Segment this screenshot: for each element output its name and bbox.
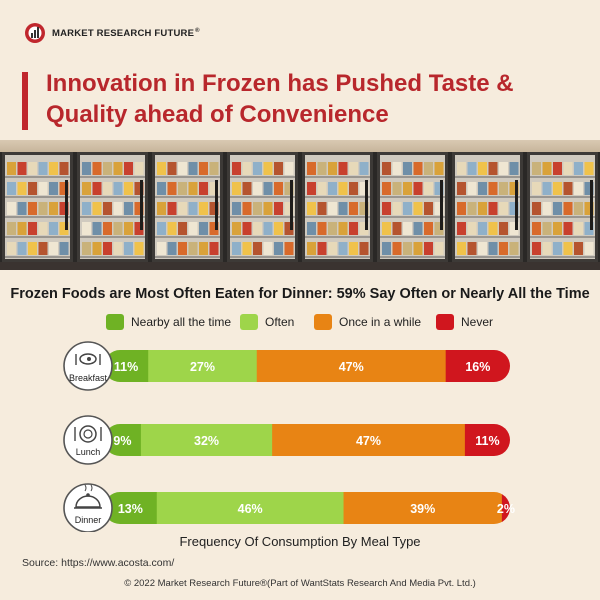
- legend-label-never: Never: [461, 315, 494, 329]
- category-label-breakfast: Breakfast: [69, 373, 108, 383]
- brand-name: MARKET RESEARCH FUTURE®: [52, 27, 200, 39]
- data-label-lunch-nearby-all-the-time: 9%: [113, 434, 131, 448]
- title-accent-bar: [22, 72, 28, 130]
- bar-row-lunch: 9% 32% 47% 11% Lunch: [63, 415, 510, 465]
- legend-item-often: Often: [240, 314, 294, 330]
- chart-xlabel: Frequency Of Consumption By Meal Type: [179, 534, 421, 549]
- freezer-aisle-photo: [0, 140, 600, 270]
- stacked-bar-chart: 11% 27% 47% 16% Breakfast 9% 32% 47% 11% Lunch 13%…: [63, 341, 515, 532]
- page-title: Innovation in Frozen has Pushed Taste & …: [46, 70, 514, 128]
- data-label-breakfast-nearby-all-the-time: 11%: [114, 360, 138, 374]
- source-text: Source: https://www.acosta.com/: [22, 557, 175, 569]
- legend-swatch-nearby-all-the-time: [106, 314, 124, 330]
- chart-legend: Nearby all the time Often Once in a whil…: [0, 314, 600, 334]
- legend-item-once-in-a-while: Once in a while: [314, 314, 421, 330]
- bar-dinner-nearby-all-the-time: [104, 492, 158, 524]
- brand-logo-icon: [25, 23, 45, 43]
- dinner-icon: Dinner: [63, 483, 113, 532]
- bar-dinner-once-in-a-while: [343, 492, 503, 524]
- legend-label-nearby-all-the-time: Nearby all the time: [131, 315, 232, 329]
- bar-lunch-once-in-a-while: [272, 424, 466, 456]
- data-label-dinner-once-in-a-while: 39%: [410, 502, 435, 516]
- data-label-lunch-once-in-a-while: 47%: [356, 434, 381, 448]
- bar-breakfast-never: [445, 350, 510, 382]
- data-label-lunch-often: 32%: [194, 434, 219, 448]
- bar-dinner-often: [156, 492, 345, 524]
- data-label-dinner-often: 46%: [238, 502, 263, 516]
- lunch-icon: Lunch: [63, 415, 113, 465]
- brand-logo: MARKET RESEARCH FUTURE®: [24, 22, 200, 44]
- data-label-dinner-nearby-all-the-time: 13%: [118, 502, 143, 516]
- bar-lunch-often: [140, 424, 273, 456]
- data-label-breakfast-never: 16%: [465, 360, 490, 374]
- brand-reg-mark: ®: [195, 27, 200, 34]
- category-label-dinner: Dinner: [75, 515, 102, 525]
- legend-label-often: Often: [265, 315, 295, 329]
- legend-item-never: Never: [436, 314, 493, 330]
- data-label-dinner-never: 2%: [497, 502, 515, 516]
- chart-title: Frozen Foods are Most Often Eaten for Di…: [10, 286, 590, 302]
- data-label-breakfast-once-in-a-while: 47%: [339, 360, 364, 374]
- bar-row-breakfast: 11% 27% 47% 16% Breakfast: [63, 341, 510, 391]
- bar-lunch-never: [464, 424, 510, 456]
- legend-swatch-never: [436, 314, 454, 330]
- breakfast-icon: Breakfast: [63, 341, 113, 391]
- data-label-breakfast-often: 27%: [190, 360, 215, 374]
- bar-row-dinner: 13% 46% 39% 2% Dinner: [63, 483, 515, 532]
- bar-breakfast-once-in-a-while: [256, 350, 447, 382]
- legend-item-nearby-all-the-time: Nearby all the time: [106, 314, 231, 330]
- bar-dinner-never: [501, 492, 510, 524]
- category-label-lunch: Lunch: [76, 447, 101, 457]
- legend-swatch-often: [240, 314, 258, 330]
- legend-swatch-once-in-a-while: [314, 314, 332, 330]
- data-label-lunch-never: 11%: [475, 434, 499, 448]
- copyright-text: © 2022 Market Research Future®(Part of W…: [124, 578, 476, 589]
- legend-label-once-in-a-while: Once in a while: [339, 315, 422, 329]
- bar-breakfast-often: [148, 350, 258, 382]
